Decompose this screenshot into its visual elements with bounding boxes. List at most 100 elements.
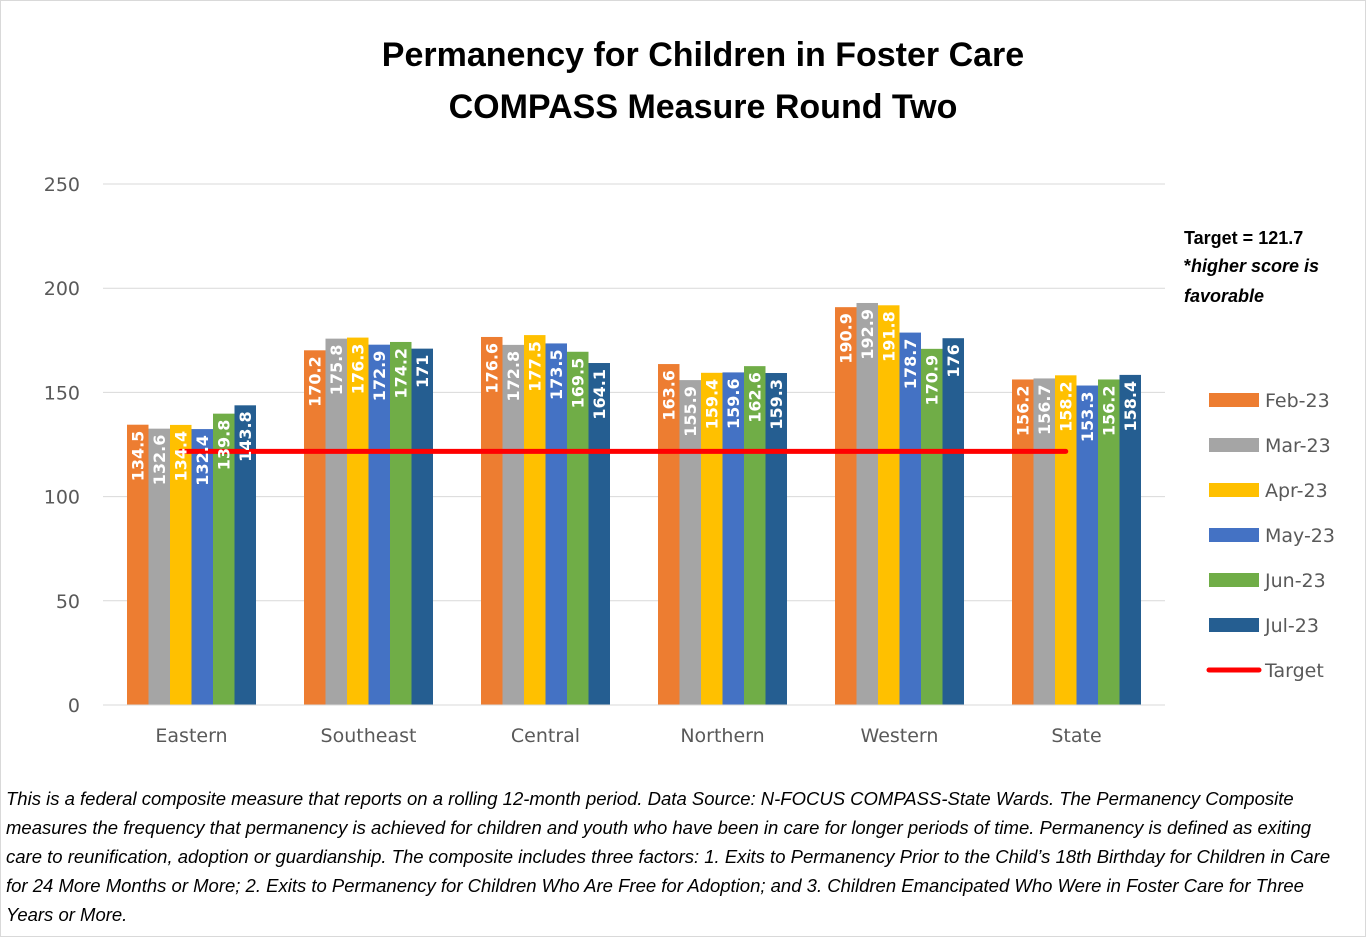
target-annotation-line-3: favorable [1184,286,1264,306]
legend-label: Target [1264,660,1324,682]
data-label: 178.7 [901,339,920,390]
target-annotation: Target = 121.7 *higher score is favorabl… [1184,228,1319,306]
x-category-label: Southeast [321,725,417,747]
legend-swatch-apr-23 [1209,483,1259,497]
legend-swatch-may-23 [1209,528,1259,542]
legend-label: Feb-23 [1265,390,1330,412]
bar-may-23-state [1076,385,1098,705]
y-tick-label: 200 [44,278,80,300]
bar-jul-23-southeast [411,348,433,705]
bar-apr-23-western [878,305,900,705]
bar-jul-23-eastern [234,405,256,705]
data-label: 169.5 [569,358,588,409]
bar-mar-23-western [856,302,878,705]
bar-jul-23-northern [765,373,787,705]
bar-apr-23-state [1055,375,1077,705]
bar-feb-23-central [481,336,503,705]
target-annotation-line-2: *higher score is [1184,256,1319,276]
data-label: 171 [413,355,432,388]
legend: Feb-23 Mar-23 Apr-23 May-23 Jun-23 Jul-23 Targ… [1206,390,1335,682]
data-label: 159.3 [767,379,786,430]
data-label: 176 [944,344,963,377]
bar-apr-23-central [524,335,546,705]
x-axis-categories: Eastern Southeast Central Northern Western St… [103,704,1165,747]
bar-may-23-eastern [191,429,213,705]
y-tick-label: 100 [44,487,80,509]
data-label: 192.9 [858,309,877,360]
data-label: 155.9 [681,386,700,437]
bar-mar-23-northern [679,380,701,705]
legend-label: Jun-23 [1264,570,1326,592]
data-label: 175.8 [327,345,346,396]
bar-mar-23-central [502,344,524,705]
x-category-label: Northern [680,725,764,747]
gridlines [103,183,1165,706]
data-label: 164.1 [590,369,609,420]
legend-label: May-23 [1265,525,1335,547]
x-category-label: Central [511,725,580,747]
bar-may-23-northern [722,372,744,705]
data-label: 159.6 [724,378,743,429]
data-label: 162.6 [746,372,765,423]
x-category-label: State [1051,725,1101,747]
bar-jun-23-western [921,348,943,705]
data-label: 176.3 [349,344,368,395]
data-label: 172.9 [370,351,389,402]
legend-label: Jul-23 [1264,615,1319,637]
data-label: 132.4 [193,435,212,486]
legend-swatch-jul-23 [1209,618,1259,632]
bar-feb-23-southeast [304,350,326,705]
bar-feb-23-eastern [127,424,149,705]
data-label: 134.4 [172,431,191,482]
bar-feb-23-western [835,307,857,705]
bar-jul-23-central [588,363,610,705]
data-label: 134.5 [129,431,148,482]
legend-label: Apr-23 [1265,480,1328,502]
data-label: 156.7 [1035,384,1054,435]
bar-feb-23-state [1012,379,1034,705]
bar-mar-23-southeast [325,338,347,705]
data-label: 139.8 [215,420,234,471]
y-tick-label: 250 [44,174,80,196]
data-label: 153.3 [1078,392,1097,443]
bar-jul-23-western [942,338,964,705]
data-label: 170.2 [306,356,325,407]
target-annotation-line-2-text: higher score is [1191,256,1319,276]
data-label: 170.9 [923,355,942,406]
data-label: 159.4 [703,379,722,430]
bar-apr-23-southeast [347,337,369,705]
data-labels: 134.5 132.6 134.4 132.4 139.8 143.8 170.2 175.8… [129,309,1141,486]
legend-label: Mar-23 [1265,435,1331,457]
x-category-label: Eastern [155,725,227,747]
target-annotation-asterisk: * [1184,256,1191,276]
legend-swatch-mar-23 [1209,438,1259,452]
data-label: 156.2 [1014,385,1033,436]
y-axis-ticks: 0 50 100 150 200 250 [44,174,80,717]
chart-title-line-2: COMPASS Measure Round Two [449,88,958,126]
y-tick-label: 150 [44,382,80,404]
target-annotation-line-1: Target = 121.7 [1184,228,1303,248]
bar-jun-23-southeast [390,341,412,705]
bar-jul-23-state [1119,374,1141,705]
data-label: 163.6 [660,370,679,421]
bar-apr-23-eastern [170,424,192,705]
data-label: 172.8 [504,351,523,402]
data-label: 143.8 [236,411,255,462]
bar-jun-23-eastern [213,413,235,705]
bar-mar-23-eastern [148,428,170,705]
data-label: 190.9 [837,313,856,364]
bars [127,302,1141,705]
bar-chart: Permanency for Children in Foster Care C… [44,36,1335,747]
legend-swatch-jun-23 [1209,573,1259,587]
bar-may-23-western [899,332,921,705]
y-tick-label: 50 [56,591,80,613]
data-label: 156.2 [1100,385,1119,436]
data-label: 158.4 [1121,381,1140,432]
data-label: 176.6 [483,343,502,394]
bar-jun-23-central [567,351,589,705]
bar-may-23-central [545,343,567,705]
data-label: 191.8 [880,311,899,362]
bar-may-23-southeast [368,344,390,705]
legend-swatch-feb-23 [1209,393,1259,407]
y-tick-label: 0 [68,695,80,717]
